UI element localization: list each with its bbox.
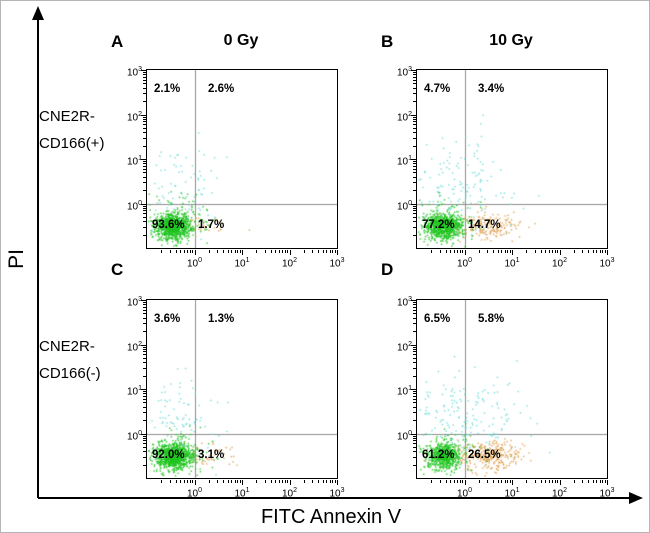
x-axis-arrowhead-icon: [629, 492, 643, 504]
y-tick-label-10e1: 101: [126, 385, 142, 398]
quadrant-pct-lower-right: 26.5%: [468, 449, 501, 461]
quadrant-pct-upper-left: 2.1%: [154, 83, 181, 95]
y-tick-label-10e1: 101: [396, 385, 412, 398]
x-tick-label-10e1: 101: [234, 257, 250, 270]
y-axis-label: PI: [5, 249, 28, 269]
row-label-line1: CNE2R-: [39, 108, 95, 125]
y-axis-arrowhead-icon: [32, 6, 44, 20]
y-tick-label-10e3: 103: [396, 296, 412, 309]
x-tick-label-10e3: 103: [329, 487, 345, 500]
scatter-canvas-b: [417, 70, 607, 248]
flow-plot-b: 4.7% 3.4% 77.2% 14.7% 100 100 101 101 102 102…: [397, 66, 615, 269]
y-tick-label-10e0: 100: [396, 429, 412, 442]
x-axis-label: FITC Annexin V: [260, 506, 402, 528]
quadrant-pct-upper-left: 4.7%: [424, 83, 451, 95]
scatter-canvas-d: [417, 300, 607, 478]
row-label-line1: CNE2R-: [39, 338, 95, 355]
y-tick-label-10e3: 103: [396, 66, 412, 79]
scatter-canvas-a: [147, 70, 337, 248]
quadrant-pct-lower-right: 1.7%: [198, 219, 225, 231]
x-tick-label-10e2: 102: [551, 257, 568, 270]
row-label-line2: CD166(+): [39, 135, 105, 152]
flow-plot-d: 6.5% 5.8% 61.2% 26.5% 100 100 101 101 102 102…: [397, 296, 615, 499]
x-tick-label-10e0: 100: [186, 487, 203, 500]
x-tick-label-10e3: 103: [599, 487, 615, 500]
scatter-canvas-c: [147, 300, 337, 478]
y-tick-label-10e2: 102: [396, 110, 412, 123]
x-tick-label-10e2: 102: [281, 487, 298, 500]
quadrant-pct-lower-left: 93.6%: [152, 219, 185, 231]
y-tick-label-10e0: 100: [396, 199, 412, 212]
panel-letter-a: A: [111, 32, 124, 51]
x-tick-label-10e2: 102: [281, 257, 298, 270]
row-label-cd166-pos: CNE2R- CD166(+): [39, 103, 104, 157]
quadrant-pct-lower-left: 61.2%: [422, 449, 455, 461]
quadrant-pct-lower-right: 14.7%: [468, 219, 501, 231]
row-label-cd166-neg: CNE2R- CD166(-): [39, 333, 101, 387]
x-tick-label-10e1: 101: [504, 257, 520, 270]
row-label-line2: CD166(-): [39, 365, 101, 382]
quadrant-pct-upper-right: 5.8%: [478, 313, 505, 325]
quadrant-pct-lower-left: 77.2%: [422, 219, 455, 231]
x-tick-label-10e1: 101: [504, 487, 520, 500]
quadrant-pct-upper-right: 3.4%: [478, 83, 505, 95]
quadrant-pct-upper-right: 1.3%: [208, 313, 235, 325]
y-tick-label-10e2: 102: [126, 340, 142, 353]
x-tick-label-10e0: 100: [456, 257, 473, 270]
y-tick-label-10e2: 102: [396, 340, 412, 353]
x-tick-label-10e0: 100: [456, 487, 473, 500]
dose-title-0gy: 0 Gy: [223, 32, 259, 49]
x-tick-label-10e0: 100: [186, 257, 203, 270]
y-tick-label-10e3: 103: [126, 296, 142, 309]
x-tick-label-10e3: 103: [329, 257, 345, 270]
y-tick-label-10e0: 100: [126, 429, 142, 442]
y-tick-label-10e3: 103: [126, 66, 142, 79]
quadrant-pct-upper-left: 3.6%: [154, 313, 181, 325]
quadrant-pct-upper-left: 6.5%: [424, 313, 451, 325]
y-tick-label-10e1: 101: [126, 155, 142, 168]
flow-plot-a: 2.1% 2.6% 93.6% 1.7% 100 100 101 101 102 102 1…: [127, 66, 345, 269]
y-tick-label-10e1: 101: [396, 155, 412, 168]
quadrant-pct-upper-right: 2.6%: [208, 83, 235, 95]
panel-letter-c: C: [111, 260, 124, 279]
panel-letter-d: D: [381, 260, 394, 279]
x-tick-label-10e2: 102: [551, 487, 568, 500]
flow-plot-c: 3.6% 1.3% 92.0% 3.1% 100 100 101 101 102 102 1…: [127, 296, 345, 499]
quadrant-pct-lower-right: 3.1%: [198, 449, 225, 461]
panel-letter-b: B: [381, 32, 394, 51]
x-tick-label-10e1: 101: [234, 487, 250, 500]
x-tick-label-10e3: 103: [599, 257, 615, 270]
y-tick-label-10e2: 102: [126, 110, 142, 123]
quadrant-pct-lower-left: 92.0%: [152, 449, 185, 461]
y-tick-label-10e0: 100: [126, 199, 142, 212]
dose-title-10gy: 10 Gy: [489, 32, 533, 49]
